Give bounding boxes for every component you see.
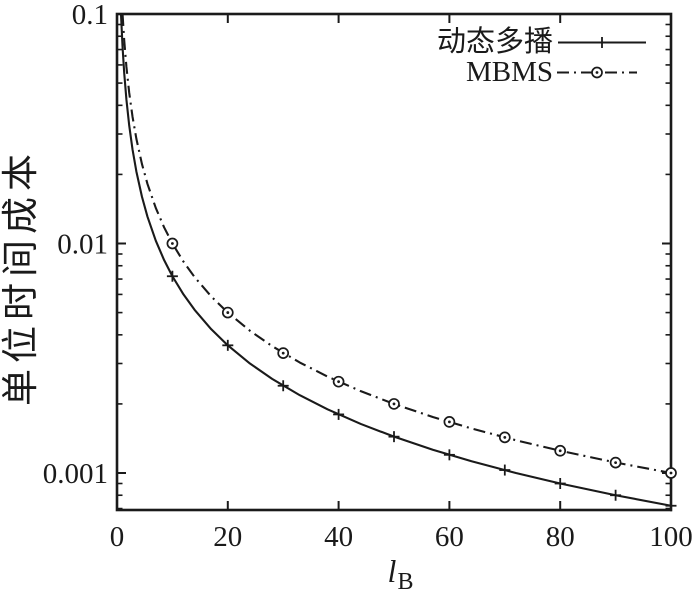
x-tick-label: 80 (546, 521, 575, 553)
legend-label-dynamic-multicast: 动态多播 (436, 26, 553, 58)
y-tick-label: 0.01 (57, 229, 108, 261)
x-axis-title-main: l (387, 553, 397, 589)
legend-marker-1 (595, 71, 599, 74)
data-marker-1 (669, 471, 673, 475)
data-marker-1 (281, 351, 285, 355)
data-marker-1 (226, 311, 230, 314)
data-marker-1 (392, 402, 396, 406)
y-tick-label: 0.1 (72, 0, 108, 31)
data-marker-1 (171, 242, 174, 245)
x-tick-label: 100 (649, 521, 693, 553)
data-marker-1 (337, 380, 340, 384)
x-tick-label: 40 (324, 521, 353, 553)
x-axis-title: lB (360, 553, 440, 595)
data-marker-1 (448, 420, 451, 424)
data-marker-1 (558, 449, 562, 453)
y-tick-label: 0.001 (43, 458, 108, 490)
x-tick-label: 20 (213, 521, 242, 553)
data-marker-1 (503, 435, 507, 439)
data-marker-1 (614, 461, 617, 464)
x-axis-title-subscript: B (397, 569, 414, 595)
legend-label-mbms: MBMS (465, 56, 553, 88)
x-tick-label: 0 (110, 521, 125, 553)
series-line-1 (121, 13, 672, 475)
plot-frame (115, 12, 673, 512)
x-tick-label: 60 (435, 521, 464, 553)
y-axis-title: 单位时间成本 (1, 148, 42, 406)
